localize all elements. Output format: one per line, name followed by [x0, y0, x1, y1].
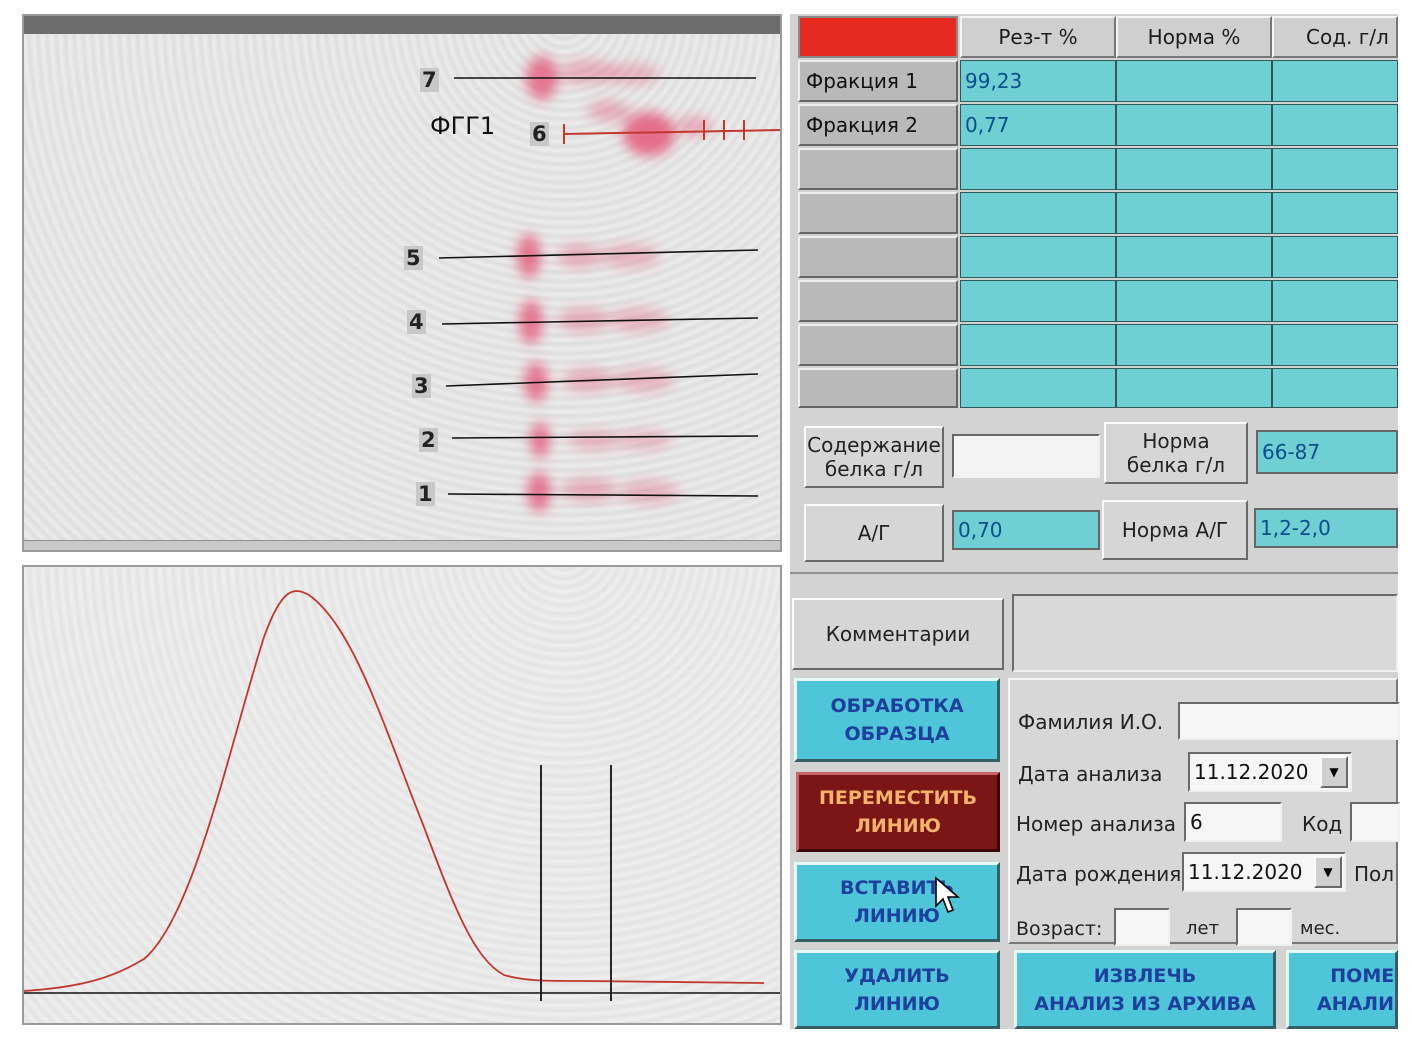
- table-cell[interactable]: [960, 192, 1116, 234]
- densitogram-svg: [24, 590, 780, 1001]
- band-lane-2: [530, 422, 550, 458]
- patient-form: Фамилия И.О. Дата анализа 11.12.2020 ▼ Н…: [1008, 678, 1400, 946]
- lane-guide-lines: [438, 77, 759, 497]
- electrophoresis-strip-view[interactable]: 7 6 5 4 3 2 1 ФГГ1: [22, 14, 782, 552]
- ag-ratio-label[interactable]: А/Г: [804, 504, 944, 562]
- insert-line-button[interactable]: ВСТАВИТЬ ЛИНИЮ: [794, 862, 1000, 942]
- table-cell[interactable]: [1272, 236, 1398, 278]
- sample-label: ФГГ1: [430, 112, 496, 140]
- empty-table-rows: [798, 148, 1398, 410]
- densitogram-panel[interactable]: [22, 565, 782, 1025]
- ag-norm-label[interactable]: Норма А/Г: [1102, 500, 1248, 560]
- table-cell[interactable]: [1116, 280, 1272, 322]
- delete-line-button[interactable]: УДАЛИТЬ ЛИНИЮ: [794, 950, 1000, 1029]
- table-cell[interactable]: [960, 236, 1116, 278]
- birth-date-label: Дата рождения: [1016, 862, 1182, 886]
- table-cell[interactable]: [1272, 148, 1398, 190]
- results-panel: Рез-т % Норма % Сод. г/л Фракция 1 99,23…: [790, 14, 1400, 1029]
- lane-number-7: 7: [420, 68, 439, 92]
- fraction-marker-lines: [563, 120, 780, 144]
- lane-number-1: 1: [416, 482, 435, 506]
- chevron-down-icon[interactable]: ▼: [1320, 756, 1348, 788]
- band-lane-1: [527, 472, 551, 512]
- analysis-date-label: Дата анализа: [1018, 762, 1163, 786]
- lane-number-3: 3: [412, 374, 431, 398]
- analysis-number-label: Номер анализа: [1016, 812, 1176, 836]
- row-label-empty[interactable]: [798, 148, 958, 190]
- gel-panel-bottom-bar: [24, 540, 780, 550]
- months-label: мес.: [1300, 918, 1341, 939]
- table-cell[interactable]: [960, 324, 1116, 366]
- code-input[interactable]: [1350, 802, 1400, 842]
- cell-fraction-1-result[interactable]: 99,23: [960, 60, 1116, 102]
- protein-content-field[interactable]: [952, 434, 1100, 478]
- table-cell[interactable]: [960, 148, 1116, 190]
- age-months-input[interactable]: [1236, 908, 1292, 946]
- divider: [790, 572, 1398, 574]
- table-cell[interactable]: [1272, 280, 1398, 322]
- row-label-fraction-1[interactable]: Фракция 1: [798, 60, 958, 102]
- row-label-empty[interactable]: [798, 192, 958, 234]
- name-input[interactable]: [1178, 702, 1400, 740]
- header-norm-percent[interactable]: Норма %: [1116, 16, 1272, 58]
- row-label-fraction-2[interactable]: Фракция 2: [798, 104, 958, 146]
- cell-fraction-1-content[interactable]: [1272, 60, 1398, 102]
- comment-label[interactable]: Комментарии: [792, 598, 1004, 670]
- row-label-empty[interactable]: [798, 280, 958, 322]
- mouse-cursor-icon: [935, 876, 961, 914]
- ag-ratio-field[interactable]: 0,70: [952, 510, 1100, 550]
- lane-number-2: 2: [419, 428, 438, 452]
- sex-label: Пол: [1354, 862, 1395, 886]
- row-label-empty[interactable]: [798, 368, 958, 408]
- protein-norm-field[interactable]: 66-87: [1256, 430, 1398, 474]
- analysis-date-value: 11.12.2020: [1194, 760, 1309, 784]
- place-analysis-button[interactable]: ПОМЕ АНАЛИЗ: [1286, 950, 1398, 1029]
- header-content-gl[interactable]: Сод. г/л: [1272, 16, 1398, 58]
- ag-norm-field[interactable]: 1,2-2,0: [1254, 508, 1398, 548]
- years-label: лет: [1186, 918, 1220, 939]
- extract-from-archive-button[interactable]: ИЗВЛЕЧЬ АНАЛИЗ ИЗ АРХИВА: [1014, 950, 1276, 1029]
- table-cell[interactable]: [1116, 148, 1272, 190]
- table-cell[interactable]: [1116, 192, 1272, 234]
- table-cell[interactable]: [960, 280, 1116, 322]
- table-cell[interactable]: [1116, 236, 1272, 278]
- lane-number-5: 5: [404, 246, 423, 270]
- gel-panel-title-bar: [24, 16, 780, 34]
- age-years-input[interactable]: [1114, 908, 1170, 946]
- fraction-color-indicator: [798, 16, 958, 58]
- densitogram-curve: [24, 590, 765, 992]
- cell-fraction-2-content[interactable]: [1272, 104, 1398, 146]
- analysis-number-input[interactable]: 6: [1184, 802, 1282, 842]
- birth-date-value: 11.12.2020: [1188, 860, 1303, 884]
- comment-field[interactable]: [1012, 594, 1398, 672]
- table-cell[interactable]: [1272, 324, 1398, 366]
- move-line-button[interactable]: ПЕРЕМЕСТИТЬ ЛИНИЮ: [796, 772, 1000, 852]
- table-cell[interactable]: [960, 368, 1116, 408]
- gel-bands-svg: [438, 56, 780, 512]
- lane-number-6: 6: [530, 122, 549, 146]
- band-lane-6: [587, 101, 712, 156]
- table-cell[interactable]: [1116, 324, 1272, 366]
- table-cell[interactable]: [1116, 368, 1272, 408]
- age-label: Возраст:: [1016, 918, 1103, 940]
- code-label: Код: [1302, 812, 1343, 836]
- row-label-empty[interactable]: [798, 236, 958, 278]
- protein-content-label[interactable]: Содержание белка г/л: [804, 426, 944, 488]
- process-sample-button[interactable]: ОБРАБОТКА ОБРАЗЦА: [794, 678, 1000, 762]
- name-label: Фамилия И.О.: [1018, 710, 1164, 734]
- header-result-percent[interactable]: Рез-т %: [960, 16, 1116, 58]
- lane-number-4: 4: [407, 310, 426, 334]
- chevron-down-icon[interactable]: ▼: [1314, 856, 1342, 888]
- row-label-empty[interactable]: [798, 324, 958, 366]
- cell-fraction-1-norm[interactable]: [1116, 60, 1272, 102]
- analysis-date-dropdown[interactable]: 11.12.2020 ▼: [1188, 752, 1352, 792]
- protein-norm-label[interactable]: Норма белка г/л: [1104, 422, 1248, 484]
- table-cell[interactable]: [1272, 192, 1398, 234]
- cell-fraction-2-norm[interactable]: [1116, 104, 1272, 146]
- birth-date-dropdown[interactable]: 11.12.2020 ▼: [1182, 852, 1346, 892]
- table-cell[interactable]: [1272, 368, 1398, 408]
- cell-fraction-2-result[interactable]: 0,77: [960, 104, 1116, 146]
